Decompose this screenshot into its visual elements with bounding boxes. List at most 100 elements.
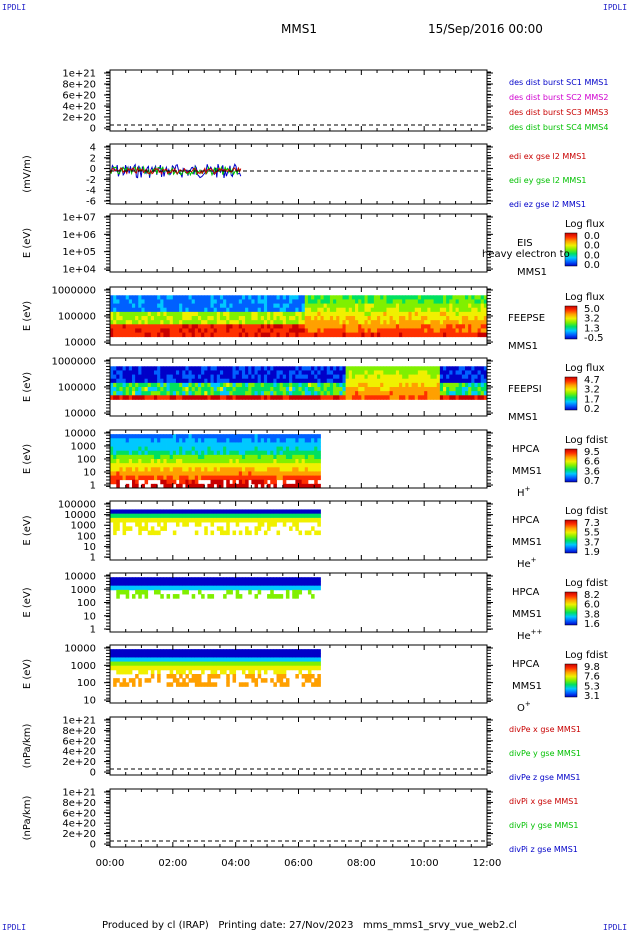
heatmap-cell	[446, 299, 450, 304]
heatmap-cell	[273, 509, 277, 515]
heatmap-cell	[223, 530, 227, 536]
heatmap-cell	[226, 311, 230, 317]
heatmap-cell	[175, 382, 180, 388]
heatmap-cell	[282, 307, 287, 313]
heatmap-cell	[424, 316, 428, 321]
heatmap-cell	[160, 438, 164, 443]
heatmap-cell	[285, 589, 290, 595]
heatmap-cell	[238, 328, 243, 333]
heatmap-cell	[185, 454, 189, 460]
heatmap-cell	[113, 391, 117, 396]
heatmap-cell	[307, 459, 312, 464]
heatmap-cell	[342, 299, 347, 304]
heatmap-cell	[216, 387, 221, 392]
heatmap-cell	[386, 370, 391, 375]
heatmap-cell	[380, 366, 384, 371]
heatmap-cell	[364, 307, 369, 313]
y-tick-label: 1e+06	[62, 230, 96, 241]
heatmap-cell	[219, 581, 224, 587]
heatmap-cell	[279, 450, 284, 456]
heatmap-cell	[267, 509, 271, 515]
heatmap-cell	[241, 585, 246, 591]
heatmap-cell	[336, 320, 340, 325]
heatmap-cell	[289, 661, 293, 667]
heatmap-cell	[336, 391, 340, 396]
heatmap-cell	[333, 382, 337, 388]
y-tick-label: 4e+20	[62, 102, 96, 113]
heatmap-cell	[273, 434, 277, 439]
heatmap-cell	[141, 517, 145, 523]
heatmap-cell	[449, 391, 453, 396]
heatmap-cell	[399, 395, 403, 400]
heatmap-cell	[182, 475, 186, 481]
heatmap-cell	[188, 669, 193, 675]
heatmap-cell	[179, 378, 183, 384]
heatmap-cell	[204, 387, 208, 392]
heatmap-cell	[110, 307, 114, 313]
heatmap-cell	[116, 442, 120, 447]
heatmap-cell	[380, 299, 384, 304]
heatmap-cell	[207, 307, 211, 313]
heatmap-cell	[251, 454, 255, 460]
heatmap-cell	[380, 307, 384, 313]
heatmap-cell	[317, 467, 321, 472]
heatmap-cell	[311, 438, 315, 443]
heatmap-cell	[458, 320, 463, 325]
heatmap-cell	[223, 454, 227, 460]
heatmap-cell	[254, 370, 259, 375]
heatmap-cell	[295, 320, 299, 325]
heatmap-cell	[229, 581, 233, 587]
heatmap-cell	[138, 387, 142, 392]
heatmap-cell	[122, 522, 127, 527]
heatmap-cell	[307, 374, 312, 380]
heatmap-cell	[471, 387, 475, 392]
heatmap-cell	[285, 467, 290, 472]
heatmap-cell	[125, 320, 130, 325]
heatmap-cell	[301, 299, 306, 304]
heatmap-cell	[141, 307, 145, 313]
heatmap-cell	[345, 299, 350, 304]
heatmap-cell	[301, 577, 306, 582]
heatmap-cell	[474, 366, 478, 371]
heatmap-cell	[245, 479, 249, 485]
heatmap-cell	[197, 649, 202, 654]
heatmap-cell	[191, 513, 196, 519]
heatmap-cell	[468, 366, 472, 371]
panel-p6: H+	[104, 429, 578, 499]
heatmap-cell	[320, 387, 325, 392]
heatmap-cell	[452, 374, 456, 380]
heatmap-cell	[153, 471, 158, 476]
heatmap-cell	[468, 378, 472, 384]
heatmap-cell	[166, 311, 171, 317]
heatmap-cell	[160, 513, 164, 519]
heatmap-cell	[182, 324, 186, 329]
instrument-label: MMS1	[512, 681, 542, 692]
heatmap-cell	[439, 303, 444, 309]
heatmap-cell	[138, 328, 142, 333]
heatmap-cell	[263, 471, 268, 476]
heatmap-cell	[197, 581, 202, 587]
heatmap-cell	[263, 316, 268, 321]
heatmap-cell	[267, 387, 271, 392]
heatmap-cell	[179, 442, 183, 447]
heatmap-cell	[380, 328, 384, 333]
heatmap-cell	[219, 387, 224, 392]
heatmap-cell	[298, 661, 303, 667]
heatmap-cell	[201, 682, 205, 687]
heatmap-cell	[138, 303, 142, 309]
heatmap-cell	[436, 387, 441, 392]
heatmap-cell	[122, 454, 127, 460]
heatmap-cell	[285, 303, 290, 309]
heatmap-cell	[342, 303, 347, 309]
heatmap-cell	[358, 316, 362, 321]
heatmap-cell	[304, 382, 309, 388]
colorbar-tick: 0.2	[584, 404, 600, 415]
heatmap-cell	[191, 382, 196, 388]
heatmap-cell	[295, 649, 299, 654]
heatmap-cell	[351, 316, 356, 321]
heatmap-cell	[144, 517, 149, 523]
heatmap-cell	[474, 387, 478, 392]
heatmap-cell	[276, 513, 281, 519]
heatmap-cell	[188, 479, 193, 485]
heatmap-cell	[307, 438, 312, 443]
